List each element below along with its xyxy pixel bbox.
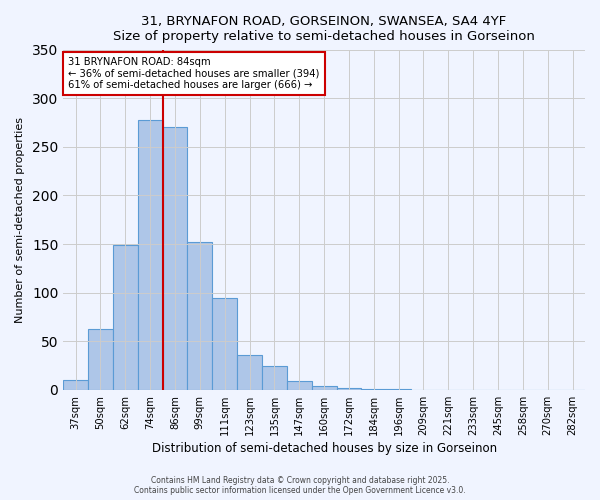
Bar (88, 328, 113, 390)
Bar (212, 298, 237, 390)
Bar (262, 366, 287, 390)
Y-axis label: Number of semi-detached properties: Number of semi-detached properties (15, 117, 25, 323)
Bar (311, 386, 337, 390)
X-axis label: Distribution of semi-detached houses by size in Gorseinon: Distribution of semi-detached houses by … (152, 442, 497, 455)
Bar (386, 389, 411, 390)
Bar (287, 381, 311, 390)
Bar (237, 355, 262, 390)
Bar (113, 245, 138, 390)
Title: 31, BRYNAFON ROAD, GORSEINON, SWANSEA, SA4 4YF
Size of property relative to semi: 31, BRYNAFON ROAD, GORSEINON, SWANSEA, S… (113, 15, 535, 43)
Text: Contains HM Land Registry data © Crown copyright and database right 2025.
Contai: Contains HM Land Registry data © Crown c… (134, 476, 466, 495)
Bar (63, 380, 88, 390)
Bar (337, 388, 361, 390)
Bar (187, 242, 212, 390)
Bar (163, 128, 187, 390)
Bar (138, 120, 163, 390)
Text: 31 BRYNAFON ROAD: 84sqm
← 36% of semi-detached houses are smaller (394)
61% of s: 31 BRYNAFON ROAD: 84sqm ← 36% of semi-de… (68, 56, 320, 90)
Bar (361, 389, 386, 390)
